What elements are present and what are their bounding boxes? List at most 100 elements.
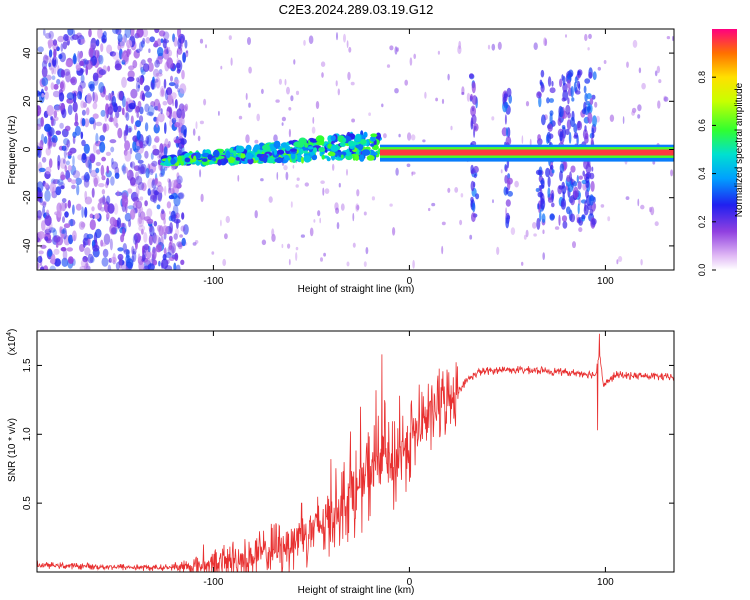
heatmap-speckle — [523, 234, 527, 240]
heatmap-noise-blob — [132, 140, 137, 152]
heatmap-noise-blob — [54, 258, 61, 267]
heatmap-ridge-blob — [342, 137, 347, 143]
heatmap-noise-blob — [61, 145, 67, 151]
heatmap-ridge-blob — [262, 144, 270, 151]
heatmap-speckle — [392, 227, 396, 236]
heatmap-noise-blob — [107, 264, 112, 270]
heatmap-noise-blob — [67, 104, 73, 116]
heatmap-noise-blob — [135, 145, 141, 151]
heatmap-noise-blob — [115, 29, 122, 35]
heatmap-noise-blob — [109, 51, 117, 57]
heatmap-streak-blob — [540, 179, 545, 185]
y-multiplier-prefix: (x10 — [7, 335, 18, 355]
heatmap-speckle — [525, 101, 530, 107]
heatmap-streak-blob — [572, 181, 578, 187]
heatmap-noise-blob — [60, 69, 66, 78]
heatmap-streak-blob — [471, 212, 476, 223]
heatmap-speckle — [437, 50, 440, 55]
heatmap-speckle — [383, 133, 387, 139]
heatmap-noise-blob — [89, 213, 94, 219]
y-multiplier-label: (x104) — [6, 329, 18, 356]
heatmap-ridge-blob — [361, 149, 371, 156]
heatmap-speckle — [459, 219, 463, 226]
heatmap-ridge-blob — [284, 154, 289, 161]
heatmap-noise-blob — [181, 212, 185, 220]
heatmap-speckle — [447, 73, 450, 81]
heatmap-streak-blob — [547, 76, 552, 87]
heatmap-streak-blob — [591, 132, 595, 138]
heatmap-speckle — [324, 188, 330, 195]
top-y-axis-label: Frequency (Hz) — [7, 116, 18, 185]
heatmap-speckle — [389, 203, 393, 207]
heatmap-noise-blob — [124, 212, 132, 222]
heatmap-noise-blob — [148, 48, 151, 53]
heatmap-noise-blob — [72, 29, 76, 37]
heatmap-speckle — [594, 101, 598, 108]
heatmap-streak-blob — [503, 101, 509, 109]
heatmap-noise-blob — [61, 247, 66, 252]
heatmap-speckle — [167, 46, 171, 53]
heatmap-streak-blob — [504, 165, 508, 172]
heatmap-ridge-blob — [288, 140, 294, 145]
heatmap-noise-blob — [41, 66, 48, 78]
heatmap-noise-blob — [136, 112, 140, 118]
heatmap-noise-blob — [87, 253, 94, 264]
heatmap-speckle — [335, 207, 340, 214]
heatmap-noise-blob — [55, 130, 62, 136]
heatmap-noise-blob — [84, 171, 90, 183]
heatmap-noise-blob — [46, 209, 50, 216]
heatmap-noise-blob — [95, 167, 100, 174]
heatmap-streak-blob — [591, 166, 594, 172]
heatmap-noise-blob — [144, 103, 150, 113]
heatmap-noise-blob — [181, 69, 185, 80]
heatmap-noise-blob — [107, 65, 111, 72]
heatmap-ridge-blob — [195, 152, 201, 159]
heatmap-speckle — [412, 259, 415, 269]
heatmap-speckle — [356, 189, 360, 197]
heatmap-noise-blob — [145, 37, 151, 44]
heatmap-noise-blob — [124, 112, 128, 118]
heatmap-noise-blob — [50, 116, 53, 121]
heatmap-speckle — [336, 32, 338, 41]
heatmap-ridge-blob — [177, 155, 183, 163]
heatmap-ridge-blob — [289, 148, 298, 152]
heatmap-noise-blob — [44, 189, 51, 202]
heatmap-noise-blob — [135, 120, 142, 128]
heatmap-noise-blob — [52, 186, 55, 198]
heatmap-noise-blob — [42, 206, 46, 217]
heatmap-speckle — [404, 79, 409, 86]
heatmap-ridge-blob — [337, 151, 347, 157]
heatmap-ridge-blob — [298, 137, 307, 146]
bottom-y-axis-label: SNR (10 * v/v) — [7, 418, 18, 482]
heatmap-noise-blob — [128, 102, 136, 110]
top-panel: -100 0 100 -40 -20 0 20 40 Height of straight l… — [7, 28, 675, 295]
top-y-tick-label: 40 — [22, 47, 33, 59]
heatmap-noise-blob — [109, 238, 113, 251]
heatmap-noise-blob — [97, 183, 105, 188]
heatmap-speckle — [295, 252, 298, 261]
heatmap-speckle — [381, 103, 384, 108]
heatmap-streak-blob — [558, 185, 564, 190]
heatmap-noise-blob — [145, 257, 151, 265]
heatmap-noise-blob — [106, 165, 109, 174]
heatmap-noise-blob — [152, 76, 155, 83]
heatmap-speckle — [281, 122, 284, 126]
heatmap-noise-blob — [37, 105, 42, 117]
heatmap-streak-blob — [584, 135, 589, 144]
heatmap-speckle — [584, 33, 588, 42]
heatmap-noise-blob — [98, 82, 105, 93]
heatmap-streak-blob — [588, 159, 591, 168]
heatmap-streak-blob — [551, 169, 555, 174]
heatmap-noise-blob — [177, 29, 181, 39]
heatmap-streak-blob — [567, 97, 570, 105]
heatmap-noise-blob — [108, 117, 114, 123]
heatmap-speckle — [288, 107, 292, 111]
heatmap-noise-blob — [106, 177, 110, 186]
heatmap-streak-blob — [562, 75, 566, 86]
heatmap-noise-blob — [66, 92, 75, 100]
heatmap-noise-blob — [173, 139, 181, 144]
heatmap-noise-blob — [175, 62, 181, 69]
heatmap-speckle — [654, 221, 659, 227]
bottom-panel: -100 0 100 0.5 1.0 1.5 Height of straight lin… — [6, 329, 675, 596]
heatmap-speckle — [454, 187, 459, 193]
